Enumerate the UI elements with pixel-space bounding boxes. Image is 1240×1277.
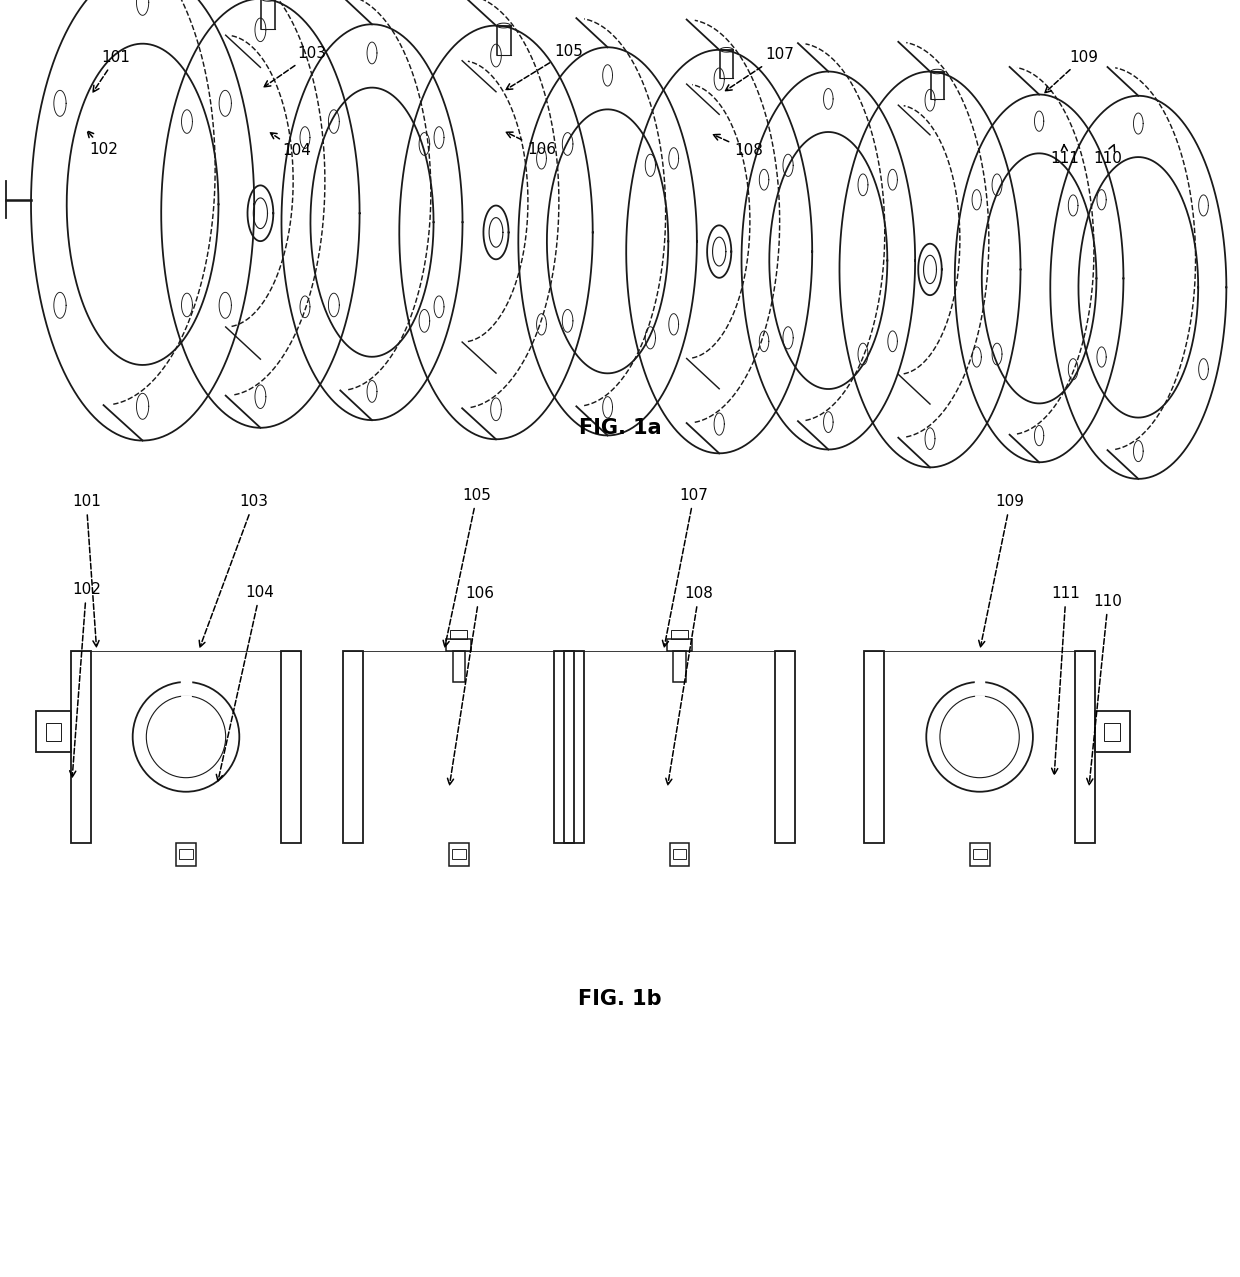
Text: 106: 106 bbox=[506, 132, 556, 157]
Text: 107: 107 bbox=[725, 47, 794, 91]
Bar bbox=[670, 843, 689, 866]
Text: 107: 107 bbox=[662, 488, 708, 647]
Bar bbox=[450, 630, 467, 638]
Bar bbox=[176, 843, 196, 866]
Bar bbox=[281, 651, 301, 843]
Text: 101: 101 bbox=[72, 494, 100, 646]
Bar bbox=[972, 848, 987, 859]
Bar bbox=[1105, 723, 1120, 741]
Text: 104: 104 bbox=[270, 133, 311, 158]
Bar bbox=[46, 723, 61, 741]
Bar bbox=[71, 651, 91, 843]
Bar bbox=[970, 843, 990, 866]
Bar bbox=[343, 651, 363, 843]
Text: 102: 102 bbox=[69, 582, 100, 776]
Bar bbox=[451, 848, 466, 859]
Text: 111: 111 bbox=[1052, 586, 1080, 774]
Text: 103: 103 bbox=[200, 494, 268, 647]
Bar bbox=[671, 630, 688, 638]
Text: 111: 111 bbox=[1050, 144, 1079, 166]
Text: 108: 108 bbox=[666, 586, 713, 785]
Bar bbox=[672, 848, 687, 859]
Text: 105: 105 bbox=[443, 488, 491, 647]
Text: 110: 110 bbox=[1086, 594, 1122, 785]
Text: 102: 102 bbox=[87, 132, 118, 157]
Bar bbox=[1075, 651, 1095, 843]
Text: 109: 109 bbox=[1045, 50, 1097, 93]
Bar bbox=[673, 651, 686, 682]
Bar bbox=[864, 651, 884, 843]
Bar bbox=[36, 711, 71, 752]
Text: 104: 104 bbox=[216, 585, 274, 782]
Bar bbox=[453, 651, 465, 682]
Text: 105: 105 bbox=[506, 43, 583, 89]
Bar bbox=[554, 651, 574, 843]
Bar bbox=[449, 843, 469, 866]
Bar bbox=[775, 651, 795, 843]
Text: FIG. 1b: FIG. 1b bbox=[578, 988, 662, 1009]
Text: 101: 101 bbox=[93, 50, 130, 92]
Bar bbox=[667, 638, 692, 651]
Text: 108: 108 bbox=[713, 134, 763, 158]
Text: 106: 106 bbox=[448, 586, 494, 785]
Bar bbox=[1095, 711, 1130, 752]
Text: 110: 110 bbox=[1094, 144, 1122, 166]
Text: 103: 103 bbox=[264, 46, 326, 87]
Bar bbox=[564, 651, 584, 843]
Text: 109: 109 bbox=[978, 494, 1024, 647]
Bar bbox=[179, 848, 193, 859]
Text: FIG. 1a: FIG. 1a bbox=[579, 418, 661, 438]
Bar bbox=[446, 638, 471, 651]
